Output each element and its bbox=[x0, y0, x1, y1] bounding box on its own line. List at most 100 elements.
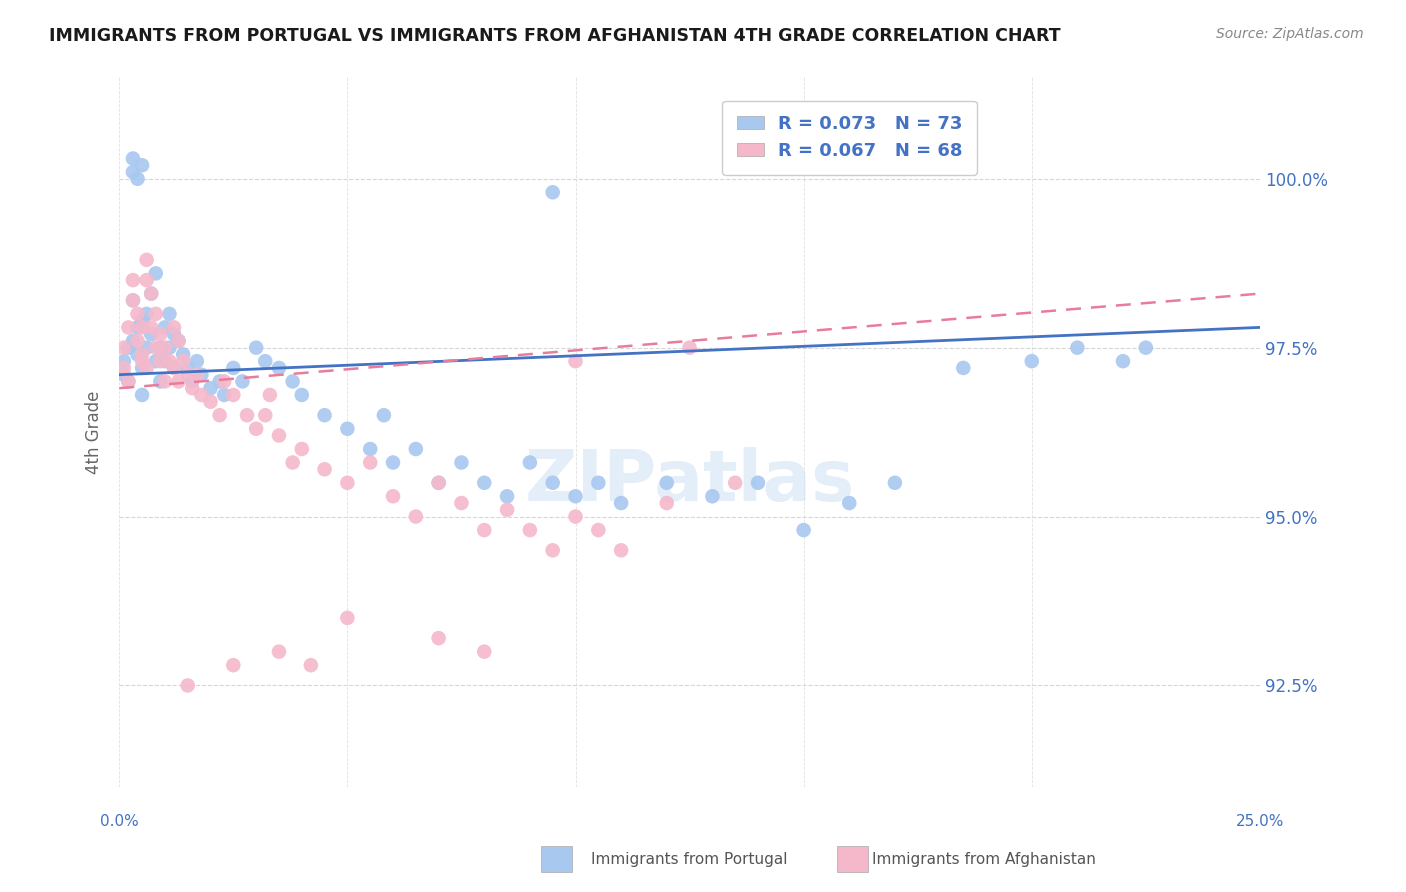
Text: Source: ZipAtlas.com: Source: ZipAtlas.com bbox=[1216, 27, 1364, 41]
Text: 0.0%: 0.0% bbox=[100, 814, 139, 829]
Point bbox=[122, 165, 145, 179]
Point bbox=[450, 496, 472, 510]
Text: IMMIGRANTS FROM PORTUGAL VS IMMIGRANTS FROM AFGHANISTAN 4TH GRADE CORRELATION CH: IMMIGRANTS FROM PORTUGAL VS IMMIGRANTS F… bbox=[49, 27, 1062, 45]
Point bbox=[177, 360, 200, 375]
Point bbox=[135, 273, 157, 287]
Point bbox=[181, 375, 204, 389]
Point bbox=[907, 158, 929, 172]
Point bbox=[314, 462, 336, 476]
Point bbox=[747, 475, 769, 490]
Point bbox=[254, 354, 277, 368]
Point bbox=[141, 327, 163, 342]
Point bbox=[153, 341, 176, 355]
Point bbox=[519, 456, 541, 470]
Point bbox=[186, 354, 208, 368]
Point bbox=[167, 334, 190, 348]
Point bbox=[112, 341, 135, 355]
Point bbox=[883, 475, 905, 490]
Point bbox=[564, 489, 586, 503]
Point bbox=[655, 496, 678, 510]
Point bbox=[405, 509, 427, 524]
Text: 25.0%: 25.0% bbox=[1236, 814, 1284, 829]
Point bbox=[336, 422, 359, 436]
Point bbox=[291, 388, 314, 402]
Point bbox=[153, 320, 176, 334]
Point bbox=[149, 327, 172, 342]
Point bbox=[427, 631, 450, 645]
Point bbox=[359, 456, 381, 470]
Point bbox=[254, 408, 277, 422]
Point bbox=[472, 475, 495, 490]
Point bbox=[177, 368, 200, 382]
Point bbox=[1135, 341, 1157, 355]
Point bbox=[267, 428, 290, 442]
Point bbox=[186, 368, 208, 382]
Point bbox=[405, 442, 427, 456]
Point bbox=[678, 341, 700, 355]
Point bbox=[177, 678, 200, 692]
Point bbox=[163, 320, 186, 334]
Point bbox=[153, 375, 176, 389]
Point bbox=[541, 543, 564, 558]
Point bbox=[281, 456, 304, 470]
Point bbox=[427, 475, 450, 490]
Point bbox=[135, 341, 157, 355]
Point bbox=[141, 286, 163, 301]
Point bbox=[267, 645, 290, 659]
Point bbox=[122, 293, 145, 308]
Point bbox=[208, 375, 231, 389]
Point bbox=[212, 388, 235, 402]
Point bbox=[190, 368, 212, 382]
Point bbox=[135, 360, 157, 375]
Point bbox=[382, 456, 405, 470]
Point bbox=[141, 320, 163, 334]
Point bbox=[117, 341, 139, 355]
Point bbox=[127, 171, 149, 186]
Point bbox=[588, 523, 610, 537]
Point bbox=[190, 388, 212, 402]
Point bbox=[359, 442, 381, 456]
Point bbox=[117, 375, 139, 389]
Point bbox=[131, 360, 153, 375]
Point bbox=[212, 375, 235, 389]
Point bbox=[231, 375, 253, 389]
Point bbox=[122, 334, 145, 348]
Point bbox=[200, 394, 222, 409]
Point bbox=[724, 475, 747, 490]
Point bbox=[149, 354, 172, 368]
Point bbox=[127, 307, 149, 321]
Legend: R = 0.073   N = 73, R = 0.067   N = 68: R = 0.073 N = 73, R = 0.067 N = 68 bbox=[723, 101, 977, 175]
Point bbox=[131, 388, 153, 402]
Point bbox=[117, 375, 139, 389]
Text: Immigrants from Portugal: Immigrants from Portugal bbox=[591, 852, 787, 867]
Point bbox=[541, 475, 564, 490]
Point bbox=[122, 273, 145, 287]
Point bbox=[838, 496, 860, 510]
Point bbox=[159, 307, 181, 321]
Point bbox=[267, 360, 290, 375]
Point bbox=[200, 381, 222, 395]
Point bbox=[291, 442, 314, 456]
Point bbox=[149, 375, 172, 389]
Point bbox=[167, 334, 190, 348]
Point bbox=[496, 489, 519, 503]
Point bbox=[159, 341, 181, 355]
Point bbox=[519, 523, 541, 537]
Point bbox=[382, 489, 405, 503]
Point bbox=[141, 286, 163, 301]
Point bbox=[1021, 354, 1043, 368]
Point bbox=[236, 408, 259, 422]
Point bbox=[112, 360, 135, 375]
Point bbox=[145, 341, 167, 355]
Point bbox=[172, 354, 194, 368]
Point bbox=[222, 360, 245, 375]
Point bbox=[314, 408, 336, 422]
Point bbox=[299, 658, 322, 673]
Text: ZIPatlas: ZIPatlas bbox=[524, 447, 855, 516]
Point bbox=[564, 354, 586, 368]
Point bbox=[259, 388, 281, 402]
Point bbox=[131, 158, 153, 172]
Point bbox=[655, 475, 678, 490]
Point bbox=[172, 347, 194, 361]
Point bbox=[541, 186, 564, 200]
